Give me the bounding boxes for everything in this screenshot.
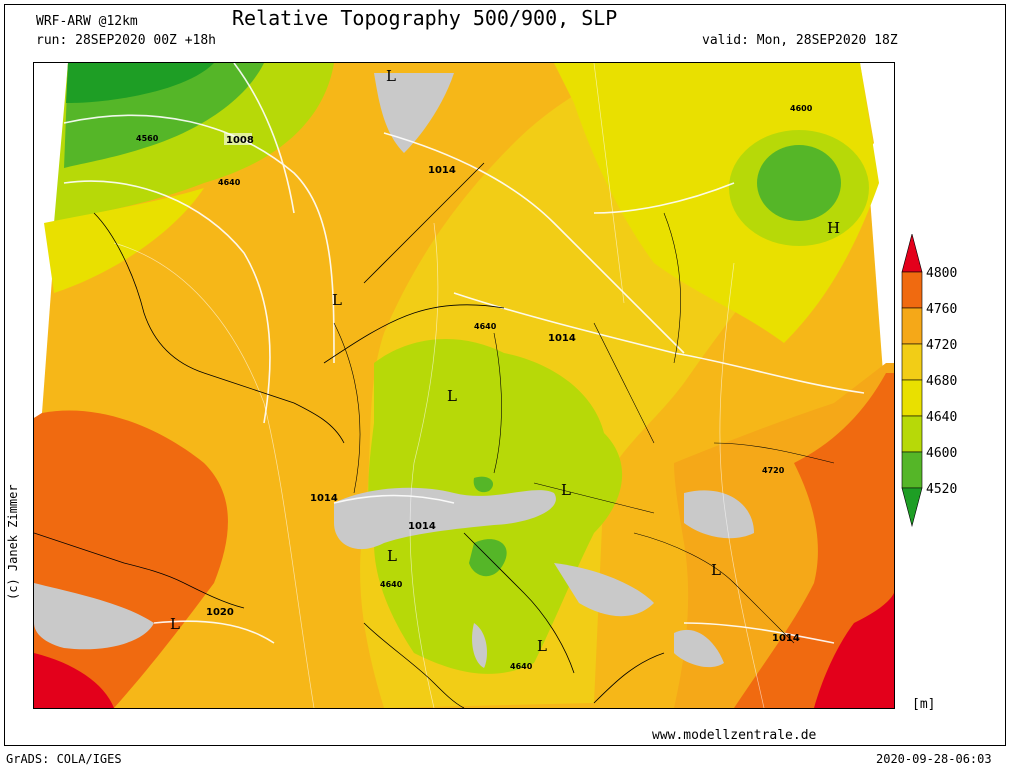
field-adriatic-4600 [469,539,507,577]
field-nw-4520 [66,63,214,103]
height-label: 4640 [380,580,403,589]
height-label: 4720 [762,466,785,475]
colorbar-tick-label: 4520 [926,482,957,497]
isobars [63,63,865,644]
unit-label: [m] [912,697,936,712]
low-center: L [537,637,547,655]
colorbar-tick-label: 4720 [926,338,957,353]
orography-apennines [472,623,487,668]
grads-credit: GrADS: COLA/IGES [6,752,122,766]
map-canvas: 1008 1014 1014 1014 1014 1020 1014 4560 … [34,63,894,708]
pressure-label: 1014 [772,633,800,644]
borders [333,212,835,644]
map-title: Relative Topography 500/900, SLP [232,6,618,30]
height-label: 4600 [790,104,813,113]
colorbar-segment [901,451,923,489]
low-center: L [387,547,397,565]
orography-iberia [34,583,154,650]
orography-alps [334,487,556,550]
colorbar-segment [901,379,923,417]
pressure-label: 1014 [428,165,456,176]
low-center: L [332,291,342,309]
colorbar-segment [901,307,923,345]
colorbar-tick-label: 4600 [926,446,957,461]
field-sw-4800 [34,653,114,708]
orography-carpathians [684,490,754,539]
height-label: 4640 [218,178,241,187]
orography-balkans [554,563,654,617]
weather-map: 1008 1014 1014 1014 1014 1020 1014 4560 … [33,62,895,709]
field-nw-4680 [44,188,204,293]
valid-time-label: valid: Mon, 28SEP2020 18Z [702,33,898,48]
coastlines [34,162,665,708]
field-se-4800 [814,593,894,708]
colorbar-segment [901,271,923,309]
run-label: run: 28SEP2020 00Z +18h [36,33,217,48]
pressure-label: 1020 [206,607,234,618]
height-label: 4560 [136,134,159,143]
low-center: L [386,67,396,85]
low-center: L [447,387,457,405]
colorbar-tick-label: 4760 [926,302,957,317]
colorbar-top-arrow [901,234,923,273]
colorbar-segment [901,343,923,381]
figure-frame [4,4,1006,746]
colorbar-segment [901,415,923,453]
low-center: L [170,615,180,633]
colorbar-bottom-arrow [901,487,923,528]
colorbar-tick-label: 4640 [926,410,957,425]
high-center: H [827,219,840,237]
pressure-label: 1014 [408,521,436,532]
orography-greece [674,629,724,668]
low-center: L [561,481,571,499]
pressure-label-group: 1008 1014 1014 1014 1014 1020 1014 [206,133,800,644]
orography-norway [374,73,454,153]
field-alps-4600 [473,476,494,493]
pressure-label: 1008 [226,135,254,146]
colorbar-tick-label: 4680 [926,374,957,389]
colorbar: 4800 4760 4720 4680 4640 4600 4520 [901,234,957,528]
creation-timestamp: 2020-09-28-06:03 [876,752,992,766]
height-label-group: 4560 4640 4640 4640 4720 4640 4600 [136,104,813,671]
colorbar-tick-label: 4800 [926,266,957,281]
author-credit: (c) Janek Zimmer [6,484,20,600]
field-ne-core-4600 [757,145,841,221]
height-contours [113,63,765,708]
pressure-centers: L L L L L L L L H [170,67,840,655]
model-label: WRF-ARW @12km [36,14,138,29]
low-center: L [711,561,721,579]
pressure-label: 1014 [310,493,338,504]
pressure-label: 1014 [548,333,576,344]
height-label: 4640 [510,662,533,671]
website-link[interactable]: www.modellzentrale.de [652,728,817,743]
height-label: 4640 [474,322,497,331]
